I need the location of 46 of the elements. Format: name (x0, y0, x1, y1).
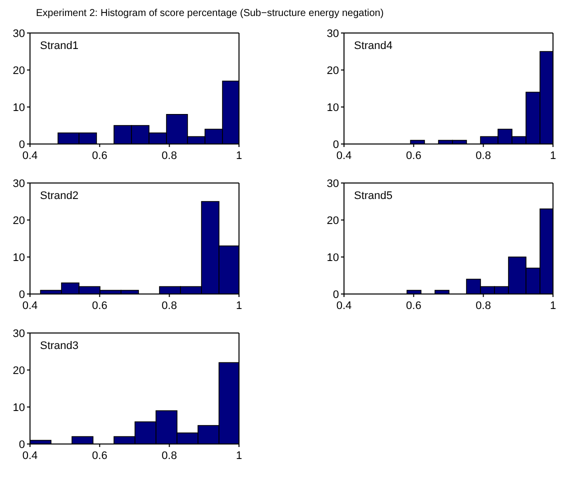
y-tick-label: 10 (326, 102, 339, 114)
x-tick-label: 0.4 (336, 150, 352, 162)
x-tick-label: 0.8 (162, 150, 177, 162)
x-tick-label: 0.8 (476, 150, 491, 162)
y-tick-label: 0 (332, 288, 339, 301)
y-tick-label: 0 (18, 288, 25, 301)
x-tick-label: 0.6 (92, 300, 108, 312)
text: Strand4 (354, 40, 393, 52)
y-tick-label: 20 (326, 64, 339, 77)
y-tick-label: 30 (12, 28, 25, 40)
y-tick-label: 0 (18, 438, 25, 451)
x-tick-label: 0.4 (22, 450, 38, 462)
y-tick-label: 10 (12, 402, 25, 414)
y-tick-label: 30 (12, 178, 25, 190)
y-tick-label: 20 (326, 214, 339, 227)
x-tick-label: 1 (550, 300, 556, 312)
x-tick-label: 0.8 (162, 450, 177, 462)
text: Experiment 2: Histogram of score percentage (Sub−structure energy negation) (36, 8, 384, 19)
x-tick-label: 0.4 (22, 150, 38, 162)
x-tick-label: 0.4 (336, 300, 352, 312)
text: Strand3 (40, 340, 79, 352)
x-tick-label: 0.6 (406, 300, 422, 312)
x-tick-label: 1 (236, 300, 242, 312)
x-tick-label: 0.8 (162, 300, 177, 312)
x-tick-label: 1 (236, 150, 242, 162)
y-tick-label: 30 (326, 178, 339, 190)
y-tick-label: 0 (332, 138, 339, 151)
y-tick-label: 10 (326, 252, 339, 264)
x-tick-label: 0.4 (22, 300, 38, 312)
text: Strand5 (354, 190, 393, 202)
y-tick-label: 10 (12, 252, 25, 264)
x-tick-label: 0.6 (92, 450, 108, 462)
x-tick-label: 0.6 (406, 150, 422, 162)
y-tick-label: 20 (12, 214, 25, 227)
y-tick-label: 20 (12, 64, 25, 77)
y-tick-label: 30 (326, 28, 339, 40)
x-tick-label: 1 (550, 150, 556, 162)
y-tick-label: 0 (18, 138, 25, 151)
x-tick-label: 0.8 (476, 300, 491, 312)
text: Strand1 (40, 40, 79, 52)
y-tick-label: 20 (12, 364, 25, 377)
x-tick-label: 1 (236, 450, 242, 462)
y-tick-label: 10 (12, 102, 25, 114)
y-tick-label: 30 (12, 328, 25, 340)
x-tick-label: 0.6 (92, 150, 108, 162)
text: Strand2 (40, 190, 79, 202)
